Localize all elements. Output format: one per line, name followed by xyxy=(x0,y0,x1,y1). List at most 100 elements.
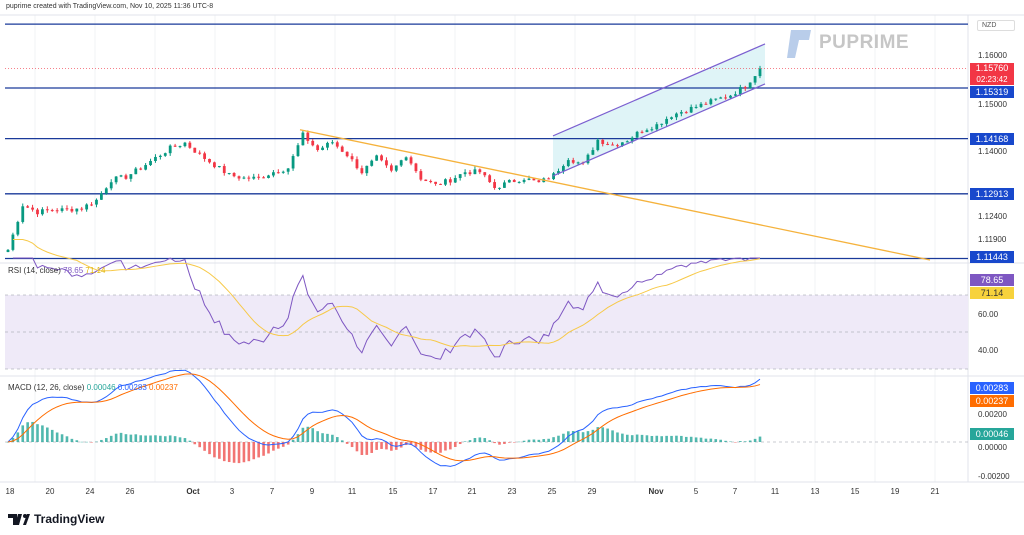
candle-body xyxy=(517,181,521,183)
candle-body xyxy=(55,210,59,212)
time-tick: 13 xyxy=(810,487,820,496)
macd-histogram-bar xyxy=(547,438,550,442)
price-tick: 1.11900 xyxy=(978,235,1007,244)
candle-body xyxy=(424,179,428,182)
macd-histogram-bar xyxy=(365,442,369,455)
macd-histogram-bar xyxy=(119,432,123,442)
macd-histogram-bar xyxy=(453,442,457,447)
macd-histogram-bar xyxy=(552,437,555,442)
macd-histogram-bar xyxy=(449,442,452,450)
candle-body xyxy=(109,182,113,189)
time-tick: 25 xyxy=(547,487,557,496)
macd-histogram-bar xyxy=(380,442,383,449)
price-tick: 1.16000 xyxy=(978,51,1007,60)
candle-body xyxy=(679,112,683,114)
candle-body xyxy=(276,172,280,174)
macd-histogram-bar xyxy=(267,442,270,454)
macd-histogram-bar xyxy=(208,442,211,455)
candle-body xyxy=(522,179,526,182)
macd-histogram-bar xyxy=(311,428,315,442)
macd-histogram-bar xyxy=(483,438,487,442)
macd-histogram-bar xyxy=(326,433,329,442)
macd-histogram-bar xyxy=(85,441,88,443)
macd-histogram-bar xyxy=(689,436,693,442)
macd-histogram-bar xyxy=(517,441,521,443)
macd-histogram-bar xyxy=(272,442,275,451)
macd-histogram-bar xyxy=(149,435,152,442)
candle-body xyxy=(124,175,128,179)
candle-body xyxy=(316,145,320,150)
macd-histogram-bar xyxy=(60,434,64,442)
candle-body xyxy=(448,179,452,183)
attribution: puprime created with TradingView.com, No… xyxy=(6,3,214,10)
macd-histogram-bar xyxy=(488,440,491,442)
macd-histogram-bar xyxy=(144,435,147,442)
macd-histogram-bar xyxy=(591,429,595,442)
candle-body xyxy=(163,153,167,156)
candle-body xyxy=(419,171,423,180)
time-tick: 11 xyxy=(347,487,357,496)
candle-body xyxy=(272,172,275,176)
candle-body xyxy=(503,182,506,188)
level-tag: 1.12913 xyxy=(970,188,1014,200)
time-tick: 26 xyxy=(125,487,135,496)
macd-histogram-bar xyxy=(532,439,536,442)
macd-histogram-bar xyxy=(645,435,649,442)
macd-histogram-bar xyxy=(41,425,44,442)
candle-body xyxy=(291,156,295,169)
time-tick: 19 xyxy=(890,487,900,496)
macd-histogram-bar xyxy=(743,441,747,442)
rsi-tick: 40.00 xyxy=(978,346,999,355)
rsi-ma-value: 71.14 xyxy=(85,266,106,275)
currency-label[interactable]: NZD xyxy=(977,20,1015,31)
macd-histogram-bar xyxy=(80,441,84,443)
macd-histogram-bar xyxy=(90,442,93,443)
macd-histogram-bar xyxy=(463,441,467,442)
macd-histogram-bar xyxy=(699,437,703,442)
macd-histogram-bar xyxy=(237,442,241,464)
tradingview-logo[interactable]: TradingView xyxy=(8,512,104,526)
candle-body xyxy=(478,169,482,173)
macd-histogram-bar xyxy=(100,439,103,442)
candle-body xyxy=(640,131,644,133)
macd-histogram-bar xyxy=(340,440,344,442)
macd-histogram-bar xyxy=(375,442,378,450)
candle-body xyxy=(606,143,610,145)
candle-body xyxy=(404,157,408,161)
candle-body xyxy=(414,163,418,172)
candle-body xyxy=(611,144,614,146)
candle-body xyxy=(173,145,177,147)
candle-body xyxy=(561,166,565,172)
macd-histogram-bar xyxy=(640,434,644,442)
candle-body xyxy=(380,155,383,161)
macd-histogram-bar xyxy=(178,437,182,442)
candle-body xyxy=(596,139,600,151)
macd-histogram-bar xyxy=(301,427,305,442)
candle-body xyxy=(591,150,595,155)
time-tick: 3 xyxy=(229,487,235,496)
candle-body xyxy=(434,181,438,184)
macd-histogram-bar xyxy=(635,434,639,442)
candle-body xyxy=(488,175,492,183)
macd-histogram-bar xyxy=(571,430,575,442)
macd-title: MACD (12, 26, close) xyxy=(8,383,85,392)
level-tag: 1.14168 xyxy=(970,133,1014,145)
candle-body xyxy=(104,188,108,194)
candle-body xyxy=(85,204,89,210)
bar-countdown: 02:23:42 xyxy=(976,75,1008,84)
candle-body xyxy=(222,166,226,174)
candle-body xyxy=(129,174,133,179)
candle-body xyxy=(178,146,182,148)
candle-body xyxy=(311,140,315,146)
candle-body xyxy=(31,207,34,210)
macd-histogram-bar xyxy=(630,435,634,442)
macd-histogram-bar xyxy=(296,434,300,442)
macd-histogram-bar xyxy=(134,434,138,442)
macd-histogram-bar xyxy=(370,442,374,453)
macd-histogram-bar xyxy=(493,442,496,444)
macd-histogram-bar xyxy=(55,432,59,442)
macd-histogram-bar xyxy=(26,422,29,442)
rsi-ma-line xyxy=(12,239,761,347)
candle-body xyxy=(675,113,678,118)
